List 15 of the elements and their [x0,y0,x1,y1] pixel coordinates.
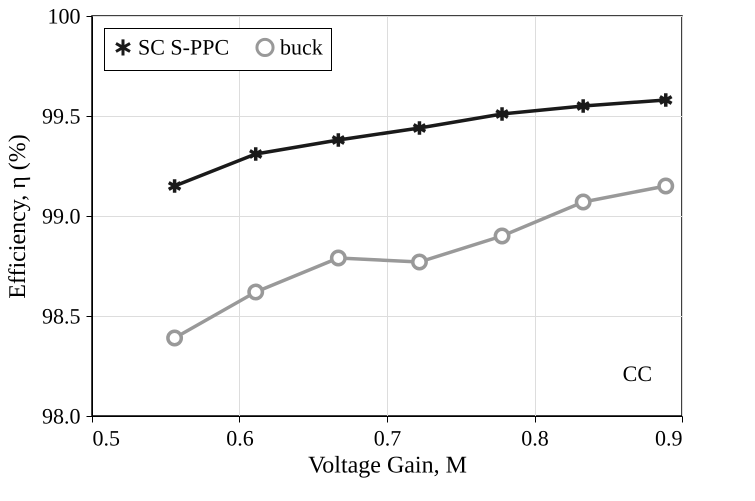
x-axis-title: Voltage Gain, M [308,452,467,478]
y-tick-label: 99.0 [42,204,80,228]
x-tick-label: 0.5 [92,426,120,450]
legend-label: SC S-PPC [138,34,230,60]
x-tick-label: 0.7 [374,426,402,450]
x-tick-label: 0.6 [226,426,254,450]
annotation: CC [622,361,652,386]
y-axis-title: Efficiency, η (%) [5,134,31,299]
x-tick-label: 0.9 [655,426,682,450]
y-tick-label: 100 [48,4,80,28]
x-tick-label: 0.8 [521,426,549,450]
y-tick-label: 99.5 [42,104,80,128]
y-tick-label: 98.0 [42,404,80,428]
y-tick-label: 98.5 [42,304,80,328]
legend-label: buck [280,34,323,60]
